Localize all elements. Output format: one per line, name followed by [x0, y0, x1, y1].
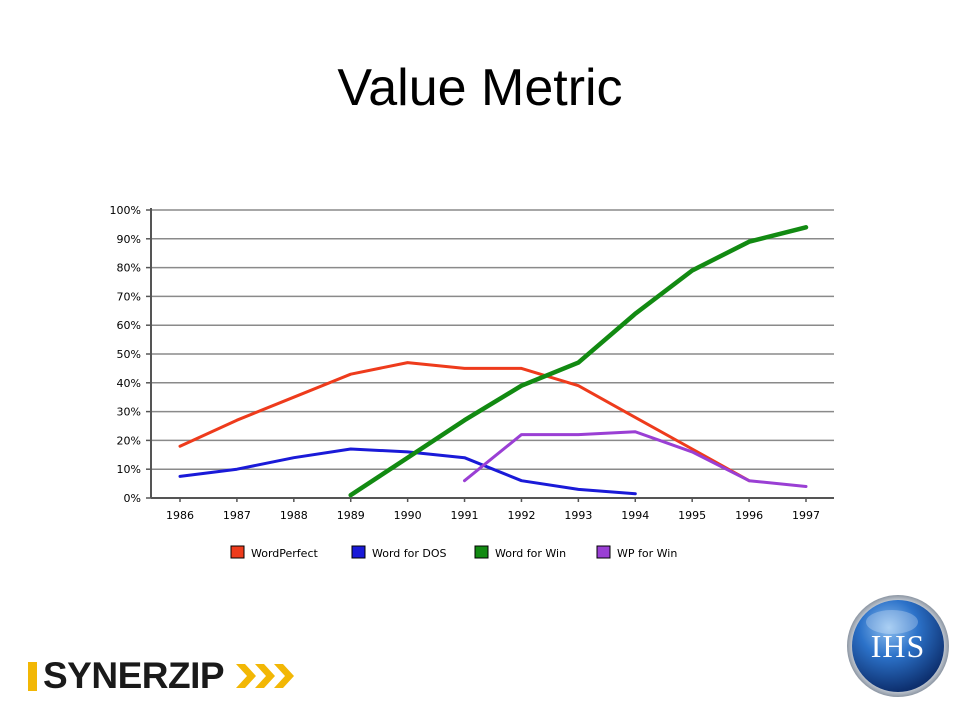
- y-tick-label: 80%: [117, 262, 141, 275]
- x-tick-label: 1990: [394, 509, 422, 522]
- y-tick-label: 90%: [117, 233, 141, 246]
- legend-label-word-for-win: Word for Win: [495, 547, 566, 560]
- x-tick-label: 1988: [280, 509, 308, 522]
- legend-label-word-for-dos: Word for DOS: [372, 547, 447, 560]
- y-tick-label: 60%: [117, 319, 141, 332]
- x-tick-label: 1994: [621, 509, 649, 522]
- x-tick-label: 1993: [564, 509, 592, 522]
- x-tick-label: 1992: [507, 509, 535, 522]
- y-tick-label: 20%: [117, 434, 141, 447]
- legend-swatch-word-for-dos: [351, 545, 366, 559]
- legend-label-wordperfect: WordPerfect: [251, 547, 318, 560]
- x-tick-label: 1995: [678, 509, 706, 522]
- x-tick-label: 1996: [735, 509, 763, 522]
- x-tick-label: 1987: [223, 509, 251, 522]
- x-tick-label: 1986: [166, 509, 194, 522]
- x-tick-label: 1997: [792, 509, 820, 522]
- series-line-wordperfect: [178, 361, 751, 483]
- y-tick-labels: 0% 10% 20% 30% 40% 50% 60% 70% 80% 90% 100%: [110, 204, 141, 505]
- series-line-wp-for-win: [463, 430, 808, 488]
- legend-swatch-word-for-win: [474, 545, 489, 559]
- y-tick-label: 70%: [117, 290, 141, 303]
- ihs-logo-text: IHS: [870, 628, 926, 664]
- legend-swatch-wordperfect: [230, 545, 245, 559]
- grid-lines: [151, 209, 834, 470]
- series-line-word-for-dos: [178, 447, 637, 496]
- synerzip-logo: SYNERZIP: [28, 656, 308, 696]
- x-tick-labels: 1986 1987 1988 1989 1990 1991 1992 1993 1994 1995…: [166, 509, 820, 522]
- axes: [146, 208, 834, 502]
- series-line-word-for-win: [348, 225, 809, 498]
- y-tick-label: 50%: [117, 348, 141, 361]
- legend-swatch-wp-for-win: [596, 545, 611, 559]
- ihs-globe-icon: [847, 595, 949, 697]
- y-tick-label: 30%: [117, 406, 141, 419]
- y-tick-label: 100%: [110, 204, 141, 217]
- series-lines: [178, 225, 809, 498]
- y-tick-label: 40%: [117, 377, 141, 390]
- synerzip-logo-text: SYNERZIP: [43, 655, 225, 696]
- ihs-logo: IHS: [846, 594, 950, 698]
- x-tick-label: 1991: [451, 509, 479, 522]
- synerzip-wordmark: SYNERZIP: [28, 655, 225, 696]
- y-tick-label: 0%: [124, 492, 141, 505]
- legend: WordPerfect Word for DOS Word for Win WP fo…: [230, 545, 677, 560]
- legend-label-wp-for-win: WP for Win: [617, 547, 677, 560]
- y-tick-label: 10%: [117, 463, 141, 476]
- chevrons-icon: [236, 664, 294, 688]
- synerzip-bar-icon: [28, 662, 37, 691]
- x-tick-label: 1989: [337, 509, 365, 522]
- slide-title: Value Metric: [337, 59, 623, 117]
